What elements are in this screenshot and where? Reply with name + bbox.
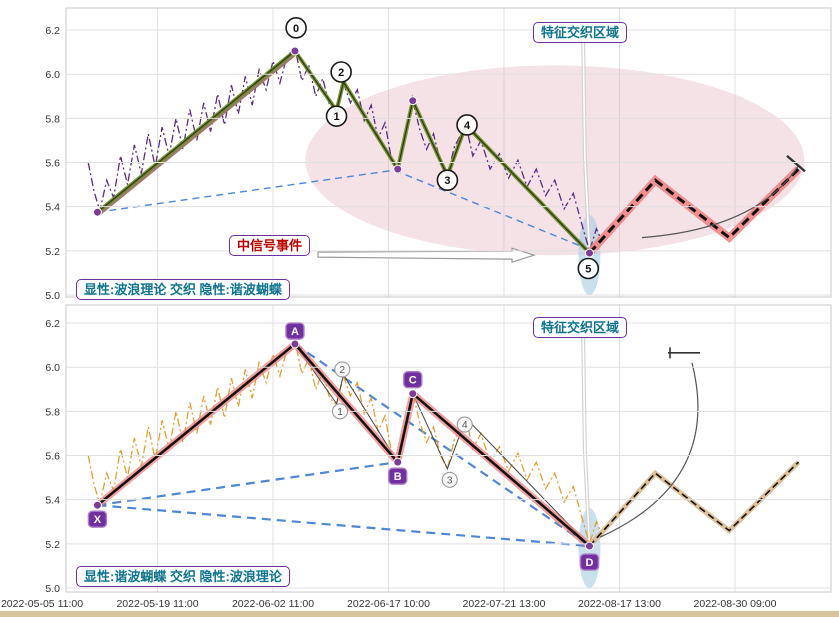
pivot-dot-C — [408, 96, 418, 106]
harmonic-leg-AB — [293, 343, 399, 463]
bottom-legend-label: 显性:谐波蝴蝶 交织 隐性:波浪理论 — [76, 566, 290, 587]
pivot-dot-X — [92, 207, 102, 217]
arc-end-cap — [786, 154, 806, 173]
y-tick-label: 6.2 — [45, 318, 60, 330]
wave-label-text: 2 — [340, 365, 346, 376]
harmonic-label-box-C — [403, 370, 423, 389]
pivot-dot-B — [393, 164, 403, 174]
wave-label-text: 4 — [464, 120, 471, 132]
forecast-line — [588, 461, 800, 547]
pivot-dot-X — [92, 500, 102, 510]
signal-event-label: 中信号事件 — [229, 235, 311, 256]
panel-frame — [65, 7, 832, 298]
pivot-dot-C — [408, 389, 418, 399]
y-tick-label: 5.4 — [45, 495, 60, 507]
harmonic-leg-BC — [396, 393, 415, 463]
y-tick-label: 5.8 — [45, 113, 60, 125]
harmonic-label-text-A: A — [291, 326, 299, 338]
pivot-dot-D — [584, 541, 594, 551]
y-tick-label: 5.2 — [45, 539, 60, 551]
arc-annotation — [641, 164, 800, 239]
wave-label-circle-3 — [436, 169, 459, 191]
y-tick-label: 6.0 — [45, 362, 60, 374]
window-edge-strip — [0, 611, 839, 617]
wave-label-circle-1 — [325, 105, 348, 127]
harmonic-leg-XA — [96, 342, 296, 507]
wave-label-text: 1 — [333, 111, 339, 123]
x-tick-label: 2022-08-17 13:00 — [578, 598, 661, 610]
panel-bottom: 5.0 5.2 5.4 5.6 5.8 6.0 6.2 2 1 3 4 X A B C D — [45, 304, 832, 595]
wave-label-circle-3 — [441, 471, 458, 488]
x-tick-label: 2022-08-30 09:00 — [694, 598, 777, 610]
harmonic-dashed-X-D — [97, 504, 590, 548]
x-tick-label: 2022-06-02 11:00 — [232, 598, 314, 610]
forecast-line — [588, 168, 800, 255]
harmonic-dashed-X-B — [97, 461, 398, 507]
feature-region-ellipse — [305, 65, 805, 256]
y-tick-label: 5.2 — [45, 246, 60, 258]
wave-label-circle-2 — [330, 61, 352, 83]
pivot-dot-B — [393, 457, 403, 467]
y-tick-label: 5.0 — [45, 583, 60, 595]
harmonic-label-text-X: X — [94, 514, 102, 526]
y-tick-label: 5.6 — [45, 451, 60, 463]
harmonic-label-text-B: B — [394, 471, 402, 483]
top-legend-label: 显性:波浪理论 交织 隐性:谐波蝴蝶 — [76, 279, 290, 300]
y-tick-label: 5.6 — [45, 158, 60, 170]
signal-vertical-line-core — [582, 37, 591, 254]
wave-label-text: 1 — [337, 407, 343, 418]
trend-dashed-line — [97, 169, 590, 251]
harmonic-label-text-D: D — [585, 557, 593, 569]
wave-label-text: 0 — [293, 23, 299, 35]
x-tick-label: 2022-05-19 11:00 — [116, 598, 198, 610]
wave-label-text: 3 — [447, 475, 453, 486]
panel-top: 5.0 5.2 5.4 5.6 5.8 6.0 6.2 0 2 1 3 4 5 — [45, 7, 832, 302]
x-tick-label: 2022-05-05 11:00 — [1, 598, 83, 610]
y-tick-label: 6.0 — [45, 69, 60, 81]
harmonic-leg-CD — [411, 392, 591, 547]
pivot-dot-D — [584, 248, 594, 258]
wave-label-circle-0 — [285, 17, 307, 39]
wave-label-circle-2 — [334, 361, 351, 378]
wave-label-text: 5 — [585, 264, 591, 276]
harmonic-label-text-C: C — [409, 375, 417, 387]
x-tick-label: 2022-06-17 10:00 — [347, 598, 430, 610]
y-tick-label: 5.0 — [45, 290, 60, 302]
wave-label-circle-4 — [456, 416, 473, 433]
wave-label-circle-1 — [331, 403, 349, 420]
wave-label-text: 3 — [444, 175, 450, 187]
wave-label-text: 4 — [462, 420, 468, 431]
x-tick-label: 2022-07-21 13:00 — [463, 598, 546, 610]
y-tick-label: 6.2 — [45, 25, 60, 37]
harmonic-label-box-A — [285, 322, 305, 340]
signal-vertical-line-core — [582, 334, 591, 547]
arc-annotation — [599, 362, 699, 538]
y-tick-label: 5.4 — [45, 202, 60, 214]
harmonic-label-box-X — [87, 510, 108, 528]
bottom-region-label: 特征交织区域 — [533, 317, 628, 338]
wave-label-circle-4 — [456, 114, 478, 136]
pivot-dot-A — [290, 339, 300, 349]
wave-label-text: 2 — [338, 67, 344, 79]
panel-frame — [65, 304, 832, 593]
harmonic-label-box-D — [579, 553, 600, 571]
y-tick-label: 5.8 — [45, 406, 60, 418]
top-region-label: 特征交织区域 — [533, 22, 628, 43]
impulse-companion-line — [96, 52, 297, 217]
harmonic-label-box-B — [388, 467, 408, 485]
wave-label-circle-5 — [577, 257, 600, 280]
pivot-dot-A — [290, 46, 300, 56]
